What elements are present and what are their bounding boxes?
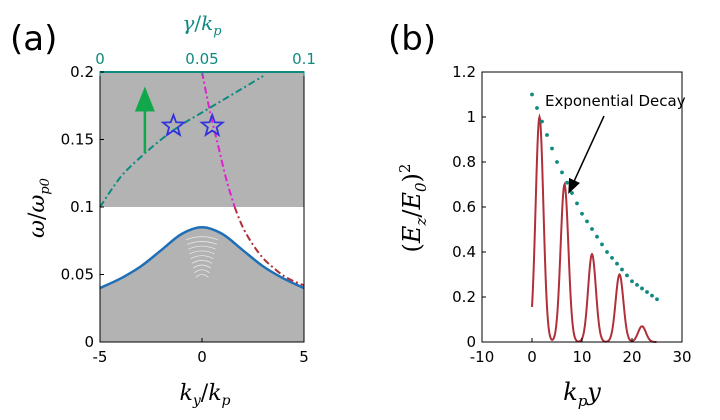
envelope-point [550, 146, 554, 151]
envelope-point [585, 219, 589, 224]
top-tick-label: 0.1 [292, 50, 316, 68]
panel-a-markers [160, 112, 226, 137]
x-tick-label: 0 [197, 348, 207, 366]
envelope-point [530, 92, 534, 97]
envelope-point [635, 282, 639, 287]
envelope-point [640, 286, 644, 291]
envelope-point [615, 261, 619, 266]
envelope-point [595, 234, 599, 239]
lower-shaded-region [100, 227, 304, 342]
x-tick-label: 30 [672, 348, 691, 366]
star-2-marker [199, 112, 226, 137]
top-tick-label: 0 [95, 50, 105, 68]
panel-a-top-ticks: 0 0.05 0.1 [95, 50, 316, 76]
top-tick-label: 0.05 [185, 50, 218, 68]
envelope-point [590, 227, 594, 231]
envelope-point [570, 191, 574, 195]
y-tick-label: 1.2 [452, 63, 476, 81]
panel-a-top-label: γ/kp [182, 11, 222, 39]
contour-arc [189, 250, 215, 255]
x-tick-label: 20 [622, 348, 641, 366]
y-tick-label: 0.05 [61, 266, 94, 284]
contour-arc [194, 269, 210, 274]
envelope-point [555, 160, 559, 164]
series-0-line [99, 225, 305, 290]
envelope-point [620, 267, 624, 272]
envelope-point [630, 279, 634, 284]
envelope-point [545, 133, 549, 137]
envelope-point [655, 297, 659, 302]
y-tick-label: 0.6 [452, 198, 476, 216]
envelope-point [575, 201, 579, 206]
x-tick-label: 0 [527, 348, 537, 366]
y-tick-label: 0.8 [452, 153, 476, 171]
panel-a: (a) -5 0 5 00.050.10.150.2 0 0.05 0.1 ky/kp … [10, 11, 316, 409]
envelope-point [580, 211, 584, 216]
y-tick-label: 0 [84, 333, 94, 351]
contour-arc [191, 259, 213, 264]
panel-a-shaded-region [100, 72, 304, 342]
panel-b-y-ticks: 0 0.2 0.4 0.6 0.8 1 1.2 [452, 63, 486, 351]
series-2-line [201, 71, 236, 208]
y-tick-label: 0.4 [452, 243, 476, 261]
upper-shaded-band [100, 72, 304, 207]
annotation-exponential-decay: Exponential Decay [545, 92, 686, 110]
y-tick-label: 1 [466, 108, 476, 126]
y-tick-label: 0.15 [61, 131, 94, 149]
x-tick-label: 5 [299, 348, 309, 366]
envelope-point [610, 255, 614, 260]
contour-arc [187, 241, 217, 245]
contour-arc [188, 245, 216, 250]
x-tick-label: -5 [93, 348, 108, 366]
contour-arc [195, 274, 209, 278]
panel-a-y-ticks: 0 0.05 0.1 0.15 0.2 [61, 63, 104, 351]
y-tick-label: 0 [466, 333, 476, 351]
panel-b: (b) -10 0 10 20 30 00.20.40.60.811.2 Exponen… [388, 19, 692, 410]
x-tick-label: -10 [470, 348, 495, 366]
envelope-point [565, 180, 569, 185]
envelope-point [645, 290, 649, 294]
panel-b-x-ticks: -10 0 10 20 30 [470, 338, 692, 366]
field-intensity-line [531, 113, 657, 343]
star-1-marker [160, 112, 187, 137]
annotation-arrow [568, 115, 605, 194]
envelope-point [535, 106, 539, 110]
envelope-point [625, 273, 629, 278]
panel-b-y-label: (Ez/E0)2 [396, 164, 430, 253]
contour-arc [185, 236, 219, 241]
contour-arc [190, 255, 214, 259]
panel-a-tag: (a) [10, 19, 57, 59]
panel-b-series [530, 92, 659, 343]
envelope-point [650, 293, 654, 298]
envelope-point [600, 242, 604, 247]
series-1-line [233, 206, 305, 287]
panel-b-frame [481, 71, 683, 343]
envelope-point [605, 250, 609, 254]
y-tick-label: 0.2 [452, 288, 476, 306]
y-tick-label: 0.2 [70, 63, 94, 81]
panel-b-tag: (b) [388, 19, 436, 59]
panel-b-x-label: kpy [563, 378, 601, 410]
y-tick-label: 0.1 [70, 198, 94, 216]
envelope-point [540, 119, 544, 124]
panel-a-x-ticks: -5 0 5 [93, 338, 309, 366]
panel-a-y-label: ω/ωp0 [25, 178, 53, 238]
panel-a-x-label: ky/kp [180, 381, 231, 409]
contour-arc [192, 264, 212, 269]
x-tick-label: 10 [572, 348, 591, 366]
envelope-point [560, 170, 564, 175]
